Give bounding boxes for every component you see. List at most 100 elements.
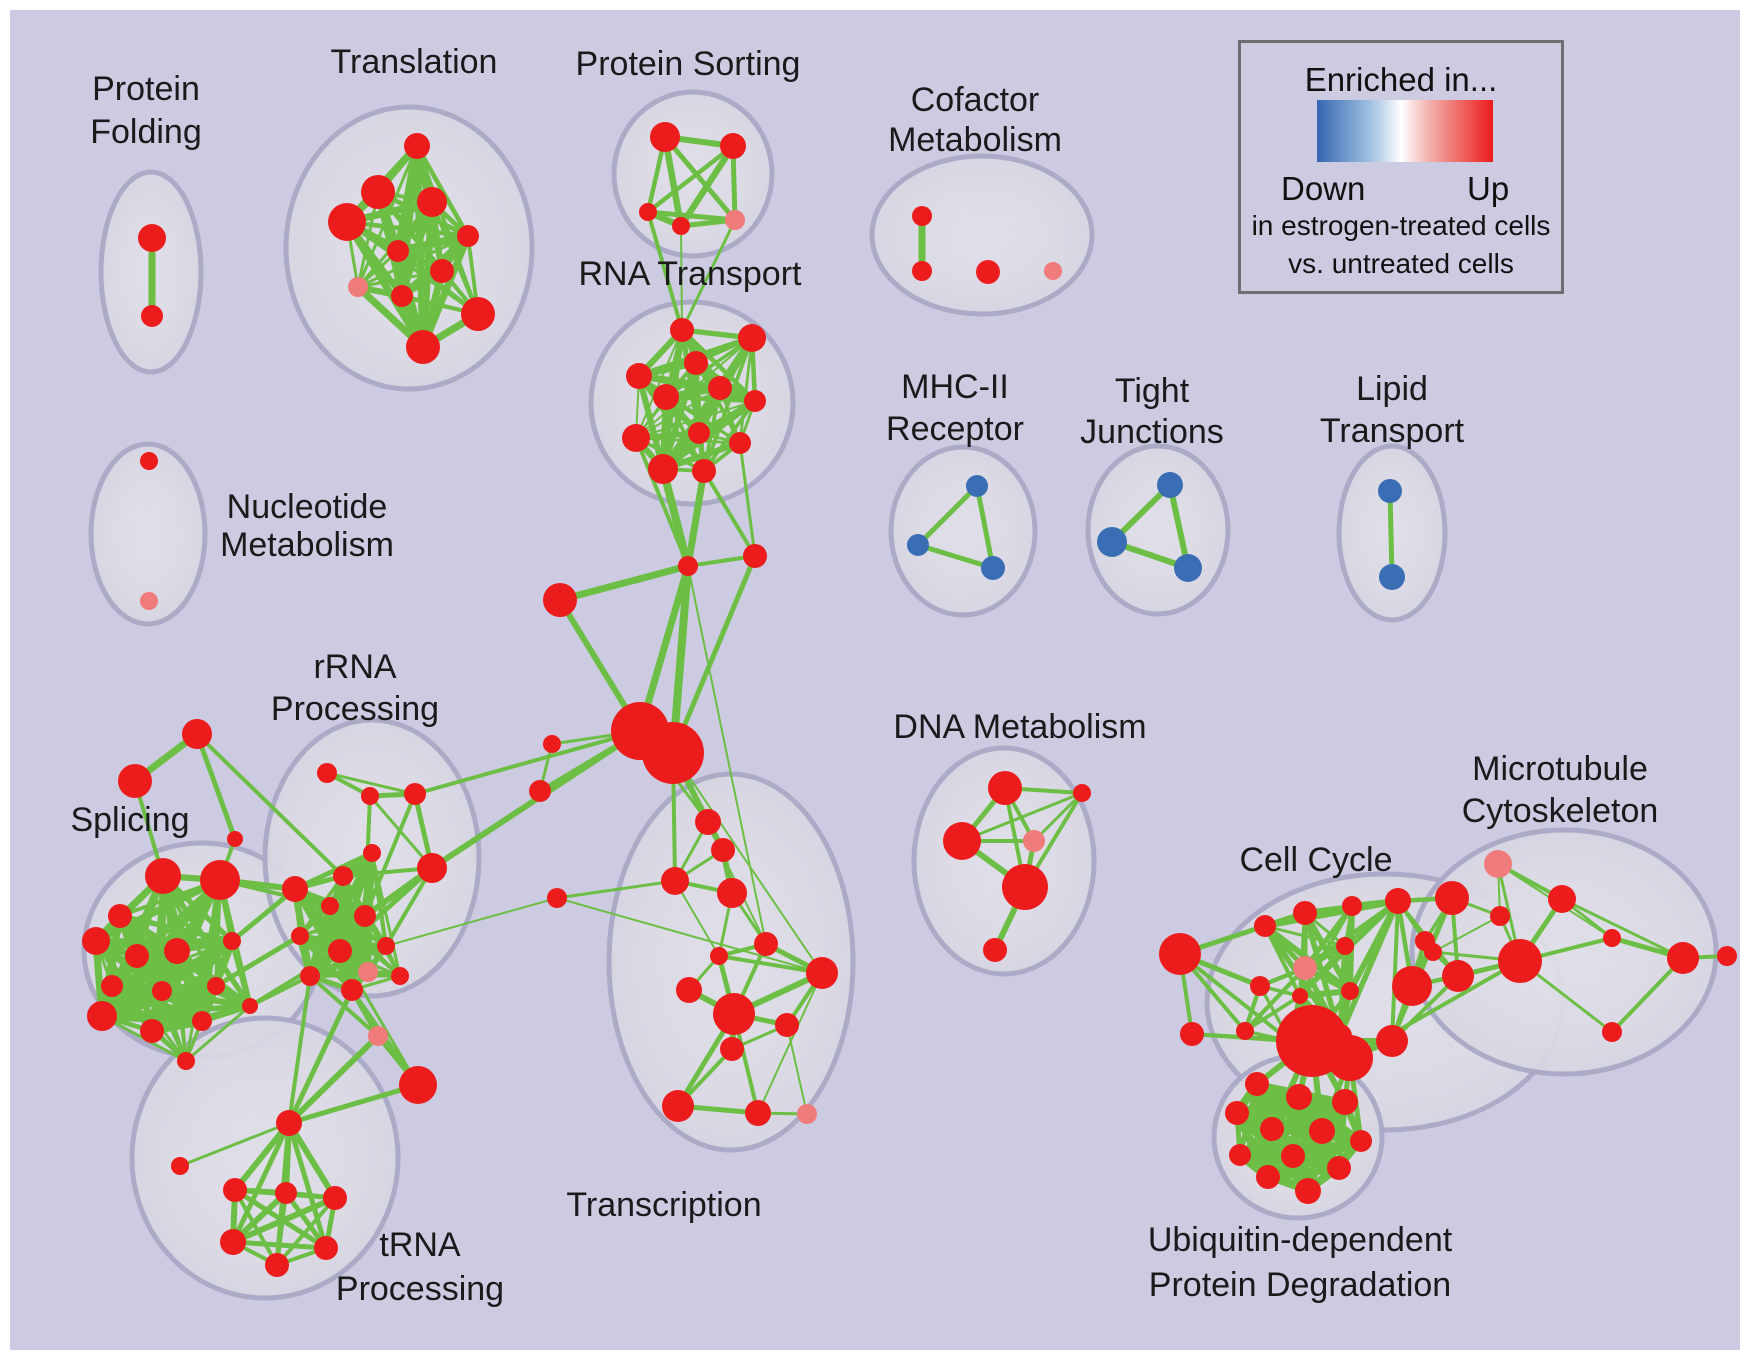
edge [286,1120,338,1201]
network-node [361,175,395,209]
network-node [943,822,981,860]
network-node [101,975,123,997]
edge [230,1239,329,1251]
cluster-label-ubiquitin: Ubiquitin-dependent [1148,1221,1453,1259]
network-node [547,888,567,908]
network-node [1392,966,1432,1006]
network-nodes [82,122,1737,1277]
legend-subtitle-line1: in estrogen-treated cells [1251,210,1551,241]
network-node [1159,933,1201,975]
network-node [140,452,158,470]
cluster-label-protein_folding: Folding [90,113,202,151]
network-node [806,957,838,989]
cluster-ellipse-trna [129,1015,401,1301]
legend-down-label: Down [1281,170,1366,207]
network-node [744,390,766,412]
edge [1610,956,1685,1034]
legend-up-label: Up [1467,170,1510,207]
edge [677,142,737,230]
legend-box: Enriched in... Down Up in estrogen-treat… [1238,40,1564,294]
network-node [1332,1089,1358,1115]
cluster-label-nucleotide: Metabolism [220,526,394,564]
network-node [328,939,352,963]
network-node [672,217,690,235]
edge [974,483,996,571]
edge [702,336,754,473]
edge [275,1196,337,1267]
network-node [1309,1118,1335,1144]
network-node [171,1157,189,1175]
network-node [1424,943,1442,961]
cluster-label-trna: tRNA [379,1226,461,1264]
network-node [1286,1084,1312,1110]
network-node [377,937,395,955]
network-node [265,1253,289,1277]
network-node [275,1182,297,1204]
edge [646,210,684,332]
cluster-label-rna_transport: RNA Transport [579,255,803,293]
network-node [1295,1178,1321,1204]
network-node [118,764,152,798]
edge [669,562,692,757]
network-node [276,1110,302,1136]
network-node [1442,960,1474,992]
edge [556,897,823,974]
cluster-label-protein_folding: Protein [92,70,200,108]
network-node [912,261,932,281]
edge [413,729,642,796]
cluster-ellipse-cofactor [869,153,1095,317]
network-node [1236,1022,1254,1040]
network-node [182,719,212,749]
edge [684,467,708,570]
network-node [1254,915,1276,937]
edge [195,732,345,878]
edge [344,219,471,239]
network-node [323,1186,347,1210]
edge [662,134,738,223]
network-node [1602,1022,1622,1042]
network-node [1336,937,1354,955]
network-node [688,422,710,444]
network-node [1342,896,1362,916]
network-node [328,203,366,241]
edge [645,209,738,223]
edge [286,1082,421,1126]
edge [661,133,685,230]
cluster-label-splicing: Splicing [70,801,189,839]
network-node [300,966,320,986]
edge [1032,791,1084,843]
edge [1232,1097,1350,1118]
network-node [227,831,243,847]
network-node [684,351,708,375]
edge [298,914,367,938]
network-node [738,324,766,352]
network-node [797,1104,817,1124]
network-node [1603,929,1621,947]
edge [286,987,355,1126]
network-node [406,330,440,364]
network-node [695,809,721,835]
edge [325,771,417,796]
edge [230,1195,338,1245]
network-node [1490,906,1510,926]
edge [1243,994,1302,1033]
network-node [708,376,732,400]
network-node [140,592,158,610]
network-node [242,998,258,1014]
network-node [976,260,1000,284]
network-node [1341,982,1359,1000]
network-node [717,878,747,908]
edge [637,374,706,473]
network-node [291,927,309,945]
network-node [363,844,381,862]
network-node [1293,956,1317,980]
network-node [1292,988,1308,1004]
network-node [1379,564,1405,590]
edge [556,562,692,604]
network-node [348,277,368,297]
edge [635,387,721,439]
edge [555,879,677,900]
network-node [333,866,353,886]
